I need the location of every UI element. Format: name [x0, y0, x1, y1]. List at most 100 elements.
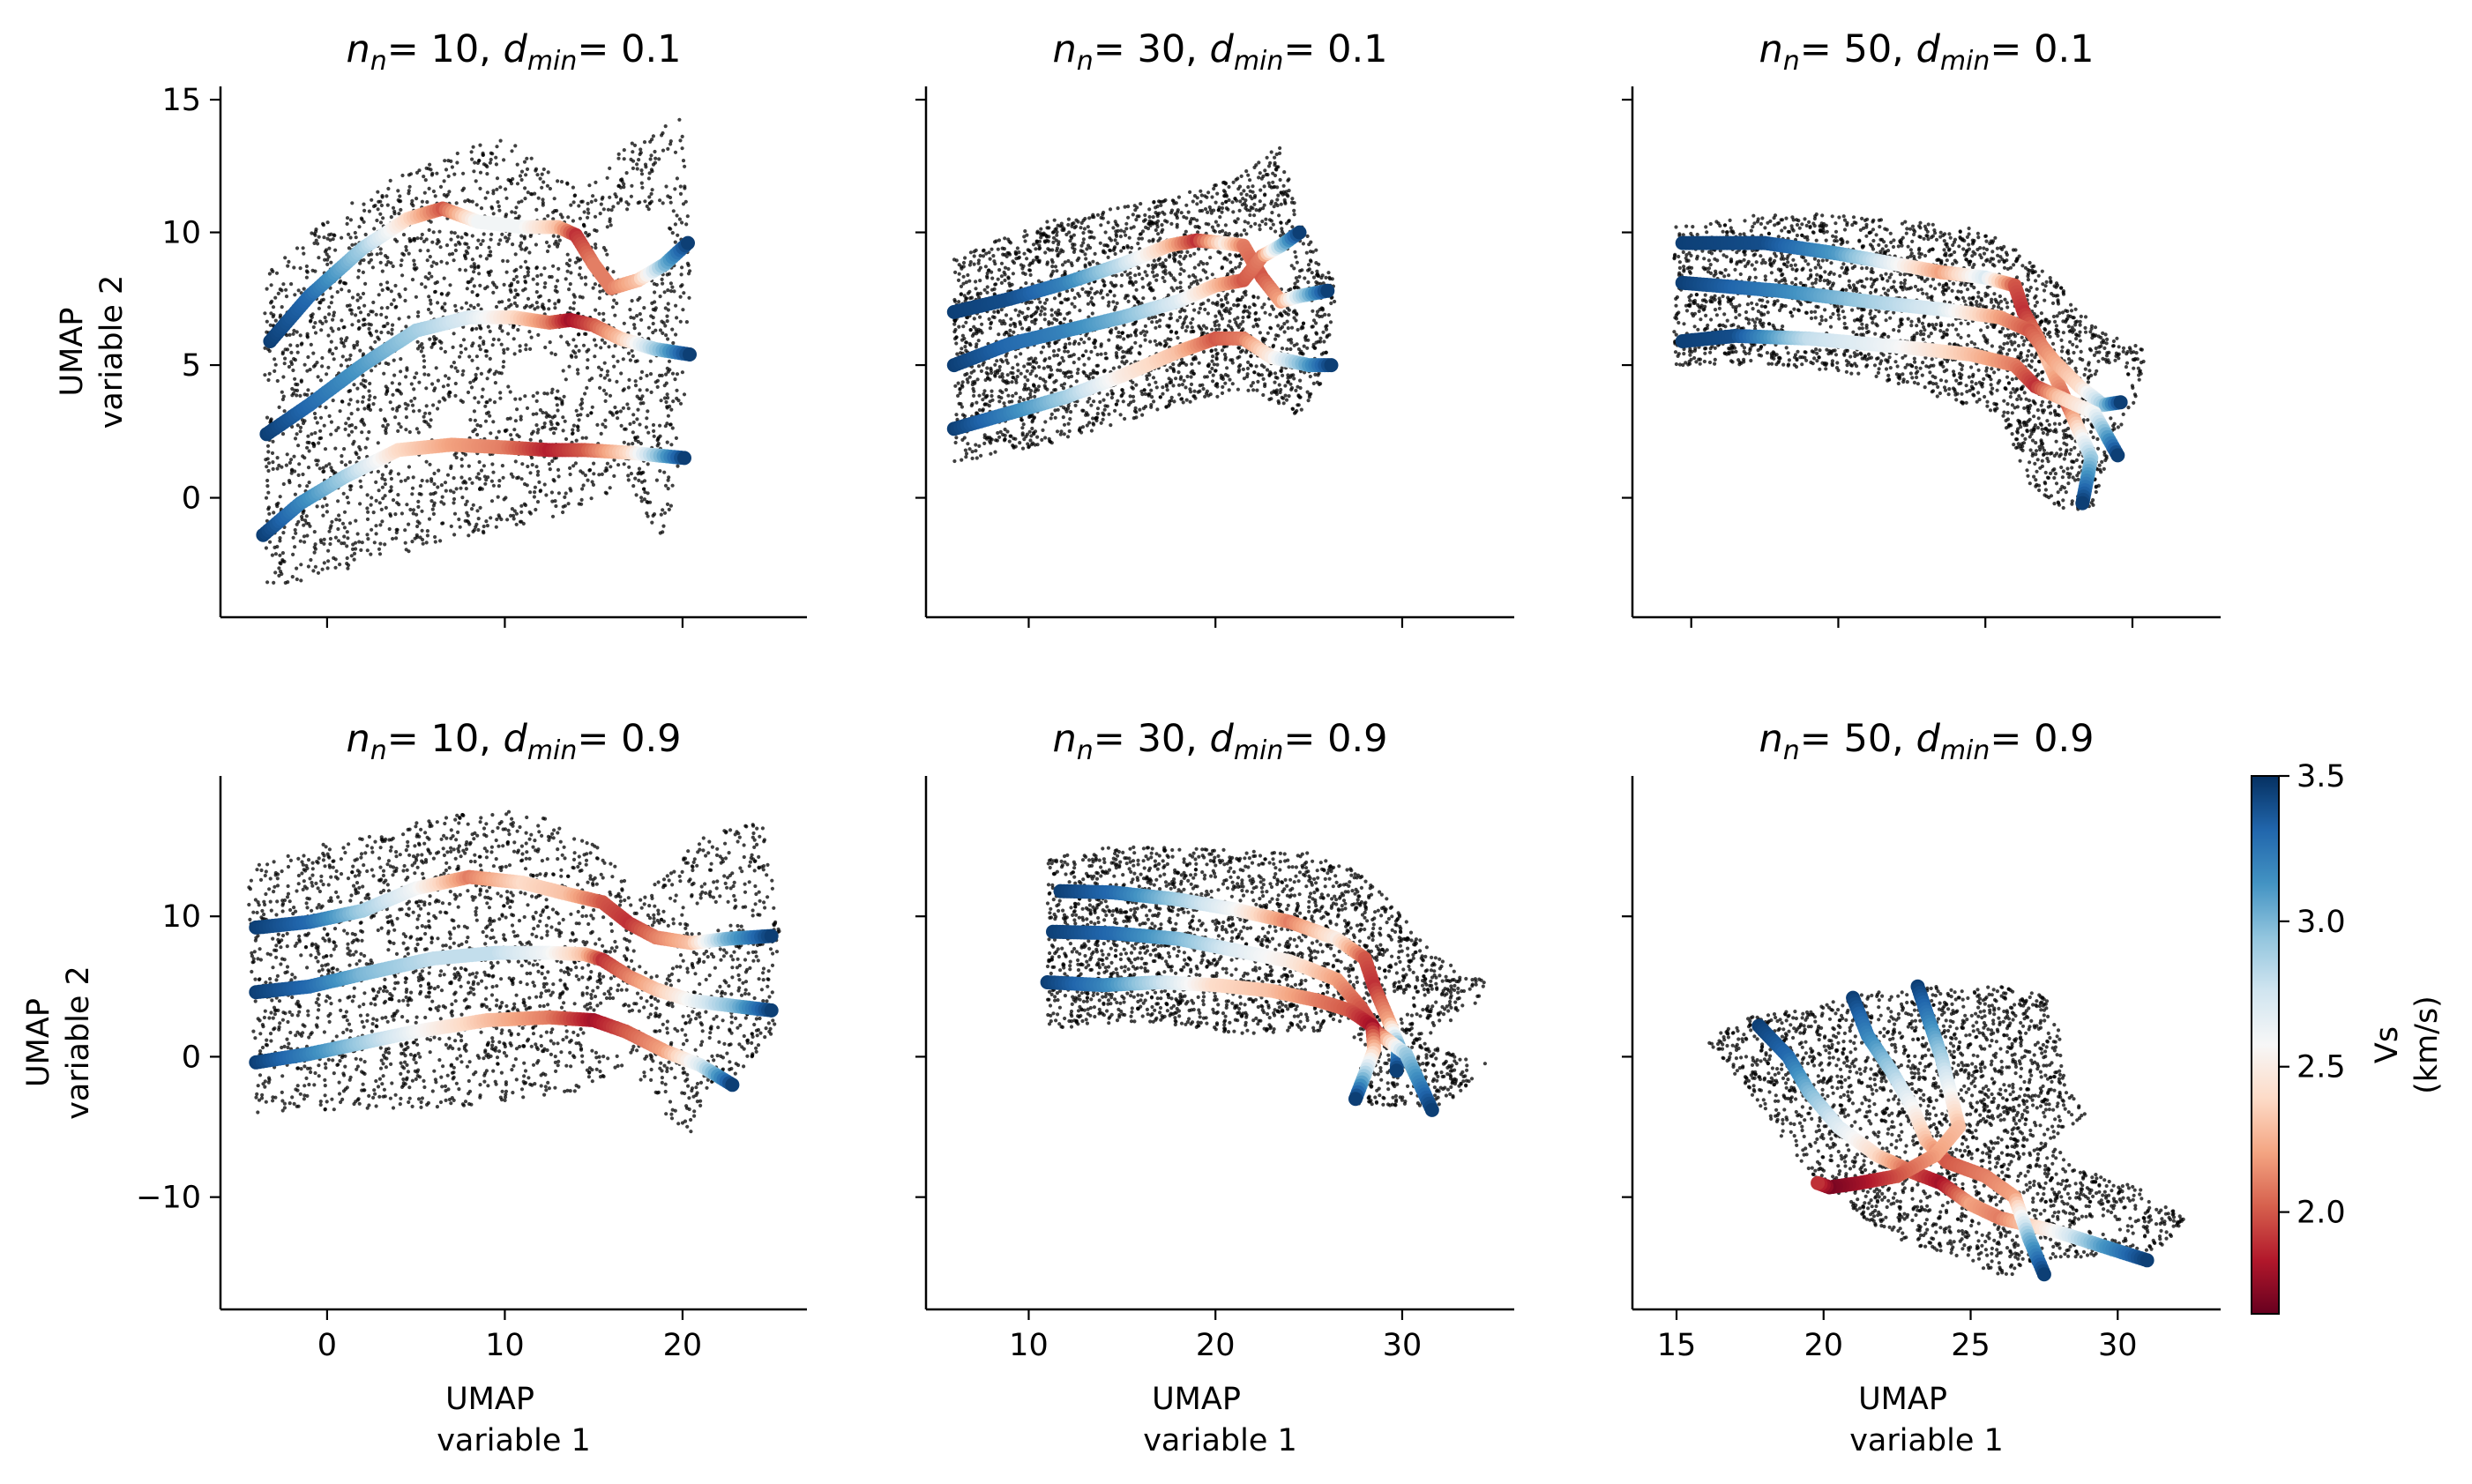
embedding-point: [277, 463, 281, 468]
embedding-point: [653, 328, 658, 332]
embedding-point: [377, 552, 383, 556]
embedding-point: [348, 235, 353, 240]
embedding-point: [435, 171, 439, 175]
embedding-point: [1288, 347, 1293, 352]
embedding-point: [370, 369, 374, 373]
embedding-point: [628, 421, 632, 426]
embedding-point: [631, 316, 636, 320]
embedding-point: [515, 476, 519, 481]
embedding-point: [369, 503, 373, 507]
embedding-point: [1142, 388, 1146, 392]
embedding-point: [631, 442, 635, 446]
embedding-point: [952, 330, 957, 334]
embedding-point: [591, 286, 595, 290]
embedding-point: [963, 448, 967, 452]
embedding-point: [422, 175, 426, 179]
embedding-point: [989, 441, 993, 445]
embedding-point: [505, 518, 510, 522]
embedding-point: [1273, 229, 1278, 234]
embedding-point: [674, 332, 678, 337]
embedding-point: [535, 473, 541, 477]
embedding-point: [1056, 223, 1060, 227]
embedding-point: [380, 269, 385, 273]
embedding-point: [1245, 366, 1251, 370]
embedding-point: [1124, 221, 1129, 226]
embedding-point: [989, 451, 993, 456]
embedding-point: [478, 424, 483, 429]
embedding-point: [452, 533, 457, 537]
embedding-point: [489, 232, 494, 236]
embedding-point: [1301, 242, 1305, 246]
embedding-point: [642, 140, 647, 145]
embedding-point: [646, 462, 650, 466]
embedding-point: [534, 242, 539, 247]
embedding-point: [485, 524, 490, 528]
embedding-point: [306, 564, 310, 569]
embedding-point: [512, 509, 517, 513]
embedding-point: [342, 534, 347, 539]
embedding-point: [284, 287, 288, 292]
embedding-point: [433, 386, 437, 391]
embedding-point: [1236, 369, 1241, 374]
embedding-point: [605, 373, 609, 377]
embedding-point: [574, 408, 579, 413]
embedding-point: [358, 310, 363, 315]
embedding-point: [428, 298, 433, 302]
embedding-point: [362, 202, 366, 206]
embedding-point: [429, 168, 433, 172]
embedding-point: [561, 415, 565, 420]
embedding-point: [657, 157, 661, 161]
embedding-point: [1092, 235, 1096, 240]
embedding-point: [1308, 374, 1312, 379]
embedding-point: [1203, 207, 1208, 212]
embedding-point: [479, 371, 484, 376]
embedding-point: [601, 388, 607, 392]
embedding-point: [1306, 399, 1311, 403]
embedding-point: [355, 532, 360, 536]
embedding-point: [497, 513, 501, 518]
embedding-point: [375, 252, 379, 257]
embedding-point: [459, 464, 464, 468]
embedding-point: [997, 399, 1002, 404]
embedding-point: [452, 172, 457, 176]
embedding-point: [476, 302, 481, 307]
embedding-point: [466, 198, 470, 203]
embedding-point: [288, 460, 292, 466]
embedding-point: [539, 272, 543, 277]
embedding-point: [307, 449, 311, 453]
embedding-point: [498, 396, 503, 400]
embedding-point: [391, 536, 395, 541]
embedding-point: [1275, 198, 1280, 202]
embedding-point: [608, 220, 612, 224]
embedding-point: [500, 300, 504, 304]
embedding-point: [464, 503, 468, 507]
embedding-point: [1149, 388, 1154, 392]
embedding-point: [482, 464, 487, 468]
embedding-point: [367, 326, 371, 331]
embedding-point: [497, 338, 501, 342]
embedding-point: [489, 431, 493, 436]
embedding-point: [412, 237, 416, 242]
embedding-point: [489, 516, 493, 520]
embedding-point: [379, 330, 384, 335]
embedding-point: [1214, 220, 1218, 224]
embedding-point: [491, 191, 496, 196]
embedding-point: [1092, 302, 1096, 307]
embedding-point: [499, 342, 504, 347]
embedding-point: [426, 373, 430, 377]
embedding-point: [1109, 395, 1114, 400]
embedding-point: [1184, 398, 1189, 402]
embedding-point: [1099, 223, 1103, 227]
embedding-point: [424, 459, 429, 464]
embedding-point: [1154, 380, 1158, 384]
embedding-point: [470, 481, 474, 485]
embedding-point: [639, 147, 643, 152]
embedding-point: [977, 393, 982, 398]
embedding-point: [1176, 383, 1182, 387]
embedding-point: [576, 371, 580, 376]
embedding-point: [334, 346, 339, 350]
embedding-point: [384, 431, 388, 436]
embedding-point: [289, 360, 294, 364]
embedding-point: [603, 399, 608, 403]
